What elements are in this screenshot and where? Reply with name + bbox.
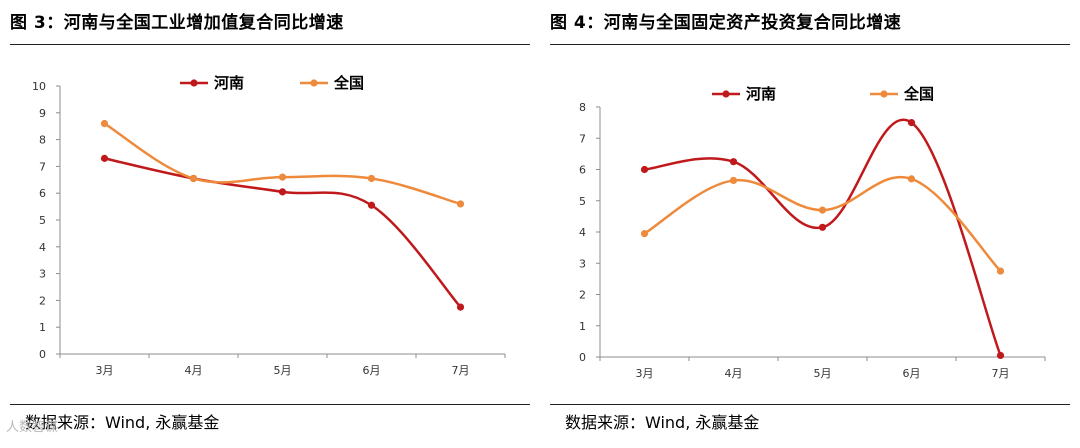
data-point-national: [996, 267, 1005, 275]
y-tick-label: 8: [39, 134, 46, 147]
y-tick-label: 7: [579, 132, 586, 145]
data-point-henan: [996, 351, 1005, 360]
x-tick-label: 4月: [185, 364, 203, 377]
data-point-national: [729, 176, 738, 185]
data-point-henan: [640, 165, 649, 174]
y-tick-label: 6: [39, 187, 46, 200]
y-tick-label: 6: [579, 164, 586, 177]
data-point-henan: [278, 188, 287, 196]
y-tick-label: 9: [39, 107, 46, 120]
figure-3-bottom-rule: [10, 404, 530, 405]
y-tick-label: 1: [579, 320, 586, 333]
figure-4-title: 图 4：河南与全国固定资产投资复合同比增速: [550, 13, 902, 33]
data-point-national: [189, 174, 198, 183]
x-tick-label: 7月: [452, 364, 470, 377]
legend-label-national: 全国: [903, 85, 934, 103]
figure-3-top-rule: [10, 44, 530, 45]
legend-label-henan: 河南: [746, 85, 776, 103]
y-tick-label: 0: [579, 351, 586, 364]
x-tick-label: 5月: [814, 367, 832, 380]
x-tick-label: 7月: [992, 367, 1010, 380]
y-tick-label: 7: [39, 160, 46, 173]
data-point-national: [907, 175, 916, 183]
figure-4-top-rule: [550, 44, 1070, 45]
watermark-text: 人数智谋: [6, 420, 59, 435]
data-point-national: [278, 173, 287, 181]
y-tick-label: 5: [39, 214, 46, 227]
y-tick-label: 10: [32, 80, 46, 93]
y-tick-label: 8: [579, 101, 586, 114]
data-point-henan: [907, 119, 916, 127]
data-point-henan: [367, 201, 376, 209]
data-point-national: [456, 200, 465, 208]
figure-3-source: 数据来源：Wind, 永赢基金: [25, 413, 220, 432]
x-tick-label: 5月: [274, 364, 292, 377]
data-point-national: [100, 119, 109, 128]
figure-4-line-chart: 0 1 2 3 4 5 6 7 8 3月 4月 5月 6月 7月 河南 全国: [579, 85, 1046, 380]
data-point-henan: [456, 303, 465, 311]
legend-marker-national: [310, 79, 318, 87]
x-tick-label: 3月: [96, 364, 114, 377]
x-tick-label: 6月: [363, 364, 381, 377]
data-point-national: [818, 206, 827, 214]
y-tick-label: 2: [579, 289, 586, 302]
y-tick-label: 4: [39, 241, 46, 254]
figure-4-bottom-rule: [550, 404, 1070, 405]
y-tick-label: 0: [39, 348, 46, 361]
figure-3-title: 图 3：河南与全国工业增加值复合同比增速: [10, 13, 344, 33]
data-point-henan: [818, 223, 827, 231]
y-tick-label: 3: [39, 268, 46, 281]
figure-4-panel: 图 4：河南与全国固定资产投资复合同比增速 0 1 2 3 4 5 6 7 8 3月 4月 5月 6月 7…: [540, 0, 1080, 448]
x-tick-label: 4月: [725, 367, 743, 380]
x-tick-label: 6月: [903, 367, 921, 380]
figure-3-panel: 图 3：河南与全国工业增加值复合同比增速 0 1 2 3 4 5 6 7 8 9 10 3月 4月 5月 6…: [10, 13, 530, 432]
figure-3-line-chart: 0 1 2 3 4 5 6 7 8 9 10 3月 4月 5月 6月 7月 河南 全国: [32, 74, 506, 377]
data-point-henan: [729, 158, 738, 166]
y-tick-label: 5: [579, 195, 586, 208]
data-point-national: [367, 174, 376, 183]
legend-marker-national: [880, 90, 888, 98]
legend-marker-henan: [722, 90, 730, 98]
legend-label-national: 全国: [333, 74, 364, 92]
y-tick-label: 3: [579, 257, 586, 270]
x-tick-label: 3月: [636, 367, 654, 380]
y-tick-label: 2: [39, 294, 46, 307]
data-point-national: [640, 229, 649, 238]
y-tick-label: 1: [39, 321, 46, 334]
legend-label-henan: 河南: [214, 74, 244, 92]
data-point-henan: [100, 154, 109, 162]
legend-marker-henan: [190, 79, 198, 87]
figure-4-source: 数据来源：Wind, 永赢基金: [565, 413, 760, 432]
series-line-henan: [643, 118, 1002, 357]
y-tick-label: 4: [579, 226, 586, 239]
